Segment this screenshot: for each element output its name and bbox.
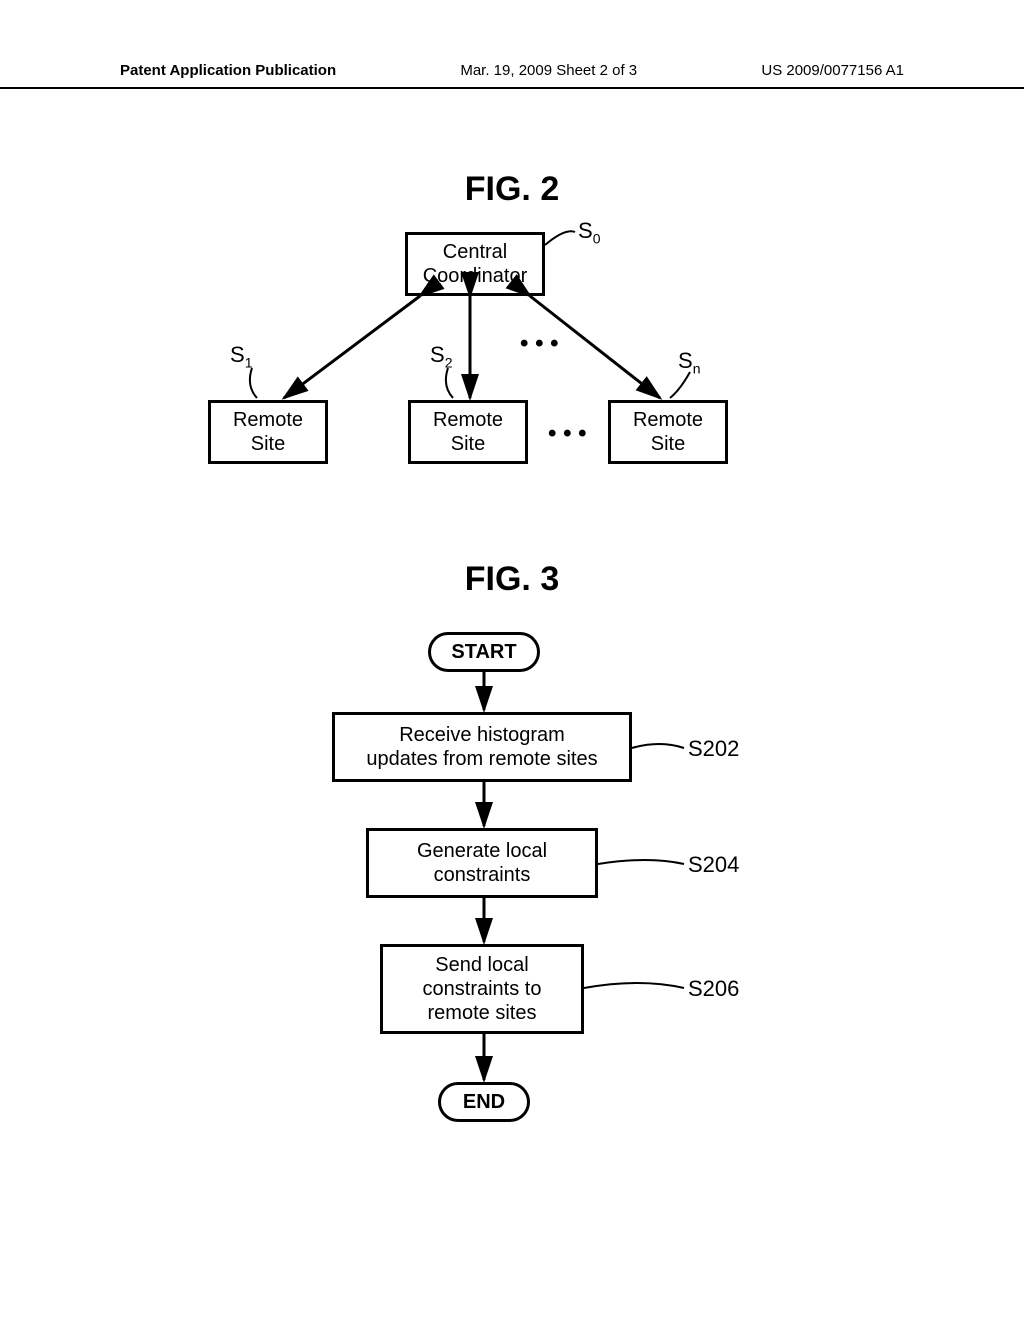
- remote-site-2-text: RemoteSite: [433, 408, 503, 456]
- s0-label: S0: [578, 218, 600, 246]
- start-terminal: START: [428, 632, 540, 672]
- central-coordinator-text: CentralCoordinator: [423, 240, 528, 288]
- step2-text: Generate localconstraints: [417, 839, 547, 887]
- step1-text: Receive histogramupdates from remote sit…: [366, 723, 597, 771]
- start-text: START: [451, 641, 516, 664]
- remote-site-1-text: RemoteSite: [233, 408, 303, 456]
- step3-box: Send localconstraints toremote sites: [380, 944, 584, 1034]
- dots-2: • • •: [548, 420, 587, 448]
- fig2-title: FIG. 2: [0, 170, 1024, 209]
- s1-sub: 1: [245, 354, 253, 370]
- remote-site-1-box: RemoteSite: [208, 400, 328, 464]
- s0-sub: 0: [593, 230, 601, 246]
- step1-box: Receive histogramupdates from remote sit…: [332, 712, 632, 782]
- s206-label: S206: [688, 976, 739, 1002]
- central-coordinator-box: CentralCoordinator: [405, 232, 545, 296]
- header-mid: Mar. 19, 2009 Sheet 2 of 3: [460, 62, 637, 79]
- remote-site-n-text: RemoteSite: [633, 408, 703, 456]
- remote-site-n-box: RemoteSite: [608, 400, 728, 464]
- fig3-title: FIG. 3: [0, 560, 1024, 599]
- header-right: US 2009/0077156 A1: [761, 62, 904, 79]
- s2-sub: 2: [445, 354, 453, 370]
- s1-label: S1: [230, 342, 252, 370]
- step3-text: Send localconstraints toremote sites: [423, 953, 542, 1025]
- remote-site-2-box: RemoteSite: [408, 400, 528, 464]
- dots-1: • • •: [520, 330, 559, 358]
- s2-label: S2: [430, 342, 452, 370]
- s202-label: S202: [688, 736, 739, 762]
- s204-label: S204: [688, 852, 739, 878]
- end-text: END: [463, 1091, 505, 1114]
- header-left: Patent Application Publication: [120, 62, 336, 79]
- step2-box: Generate localconstraints: [366, 828, 598, 898]
- sn-label: Sn: [678, 348, 700, 376]
- page-header: Patent Application Publication Mar. 19, …: [0, 62, 1024, 89]
- sn-sub: n: [693, 360, 701, 376]
- end-terminal: END: [438, 1082, 530, 1122]
